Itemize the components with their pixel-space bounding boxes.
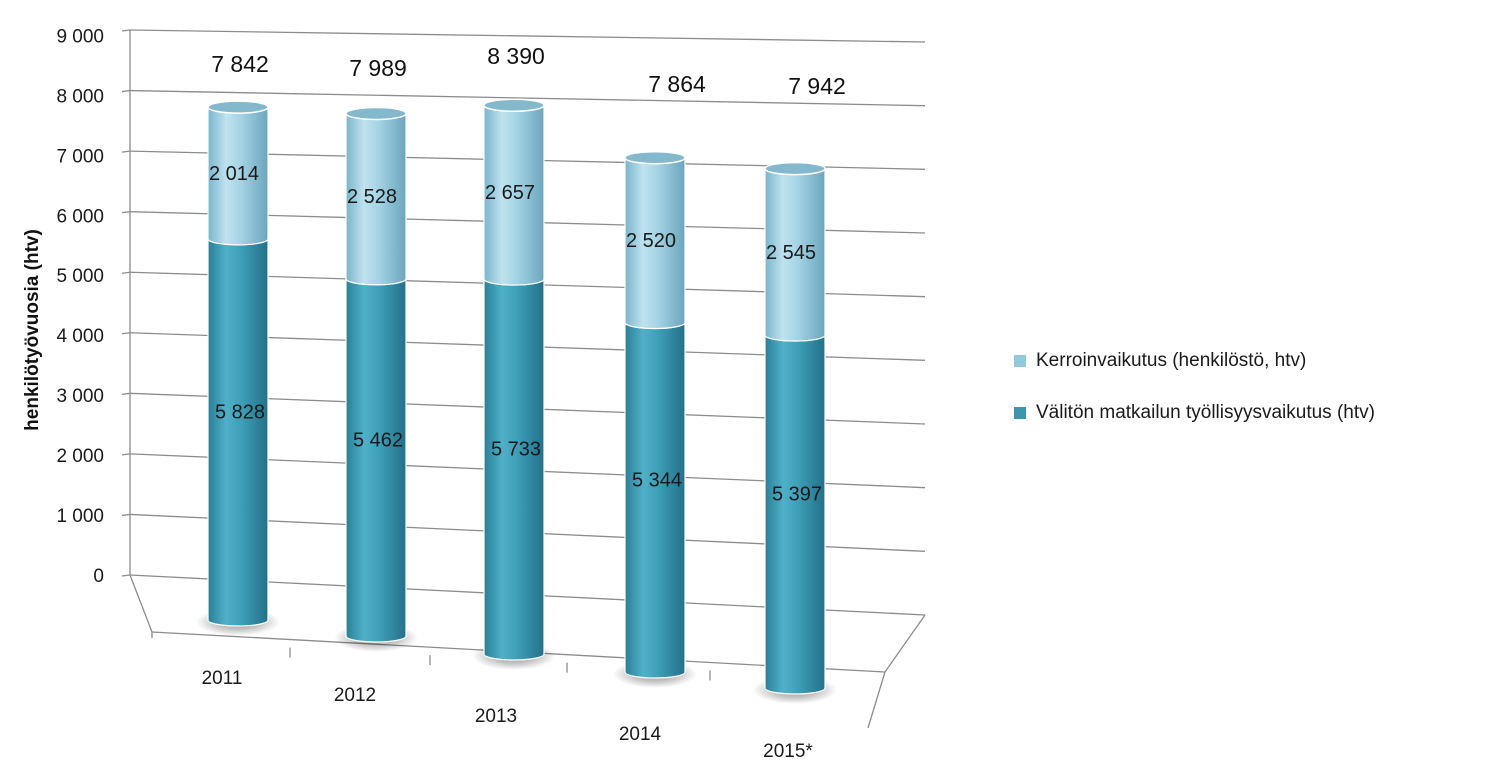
data-label-valiton: 5 397 <box>772 484 822 506</box>
bar-segment-valiton <box>624 322 686 679</box>
gridline <box>129 29 926 43</box>
data-label-valiton: 5 828 <box>215 401 265 423</box>
bar-segment-valiton <box>345 278 407 643</box>
data-label-total: 8 390 <box>487 43 545 69</box>
bar-segment-valiton <box>207 238 269 627</box>
data-label-total: 7 989 <box>349 55 407 81</box>
y-tick-mark <box>121 513 131 517</box>
legend-swatch-valiton <box>1014 407 1026 419</box>
data-label-valiton: 5 462 <box>353 429 403 451</box>
y-tick-mark <box>121 89 131 93</box>
y-tick-label: 6 000 <box>56 206 104 227</box>
data-label-kerroinvaikutus: 2 528 <box>347 186 397 208</box>
y-tick-label: 8 000 <box>56 86 104 107</box>
bar-top-cap <box>483 98 545 113</box>
y-tick-mark <box>121 574 131 577</box>
x-tick-label: 2015* <box>763 741 813 762</box>
y-tick-label: 5 000 <box>56 266 104 287</box>
data-label-kerroinvaikutus: 2 545 <box>766 242 816 264</box>
legend-label-valiton: Välitön matkailun työllisyysvaikutus (ht… <box>1036 402 1375 423</box>
y-tick-mark <box>121 211 131 214</box>
data-label-kerroinvaikutus: 2 657 <box>485 182 535 204</box>
gridline <box>129 89 926 107</box>
legend-swatch-kerroinvaikutus <box>1014 355 1026 367</box>
data-label-valiton: 5 733 <box>491 439 541 461</box>
x-tick-label: 2013 <box>475 706 517 727</box>
y-tick-mark <box>121 453 131 456</box>
x-tick-label: 2014 <box>619 724 662 745</box>
bar-top-cap <box>764 161 826 176</box>
legend: Kerroinvaikutus (henkilöstö, htv) Välitö… <box>1014 345 1375 449</box>
data-label-total: 7 864 <box>648 71 706 97</box>
bar-top-cap <box>624 150 686 165</box>
data-label-valiton: 5 344 <box>632 469 682 491</box>
bar-top-cap <box>345 106 407 121</box>
y-tick-label: 3 000 <box>56 386 104 407</box>
y-axis-title: henkilötyövuosia (htv) <box>22 229 43 431</box>
data-label-total: 7 842 <box>211 51 269 77</box>
y-tick-label: 2 000 <box>56 446 104 467</box>
bar-top-cap <box>207 100 269 114</box>
x-tick-label: 2012 <box>334 685 376 706</box>
bar-segment-valiton <box>764 334 826 695</box>
y-tick-label: 9 000 <box>56 26 104 47</box>
legend-label-kerroinvaikutus: Kerroinvaikutus (henkilöstö, htv) <box>1036 350 1307 371</box>
y-tick-mark <box>121 271 131 274</box>
legend-item-valiton: Välitön matkailun työllisyysvaikutus (ht… <box>1014 397 1375 429</box>
data-label-kerroinvaikutus: 2 014 <box>209 163 259 185</box>
side-wall <box>130 30 150 632</box>
y-tick-mark <box>121 150 131 153</box>
y-tick-mark <box>121 392 131 395</box>
legend-item-kerroinvaikutus: Kerroinvaikutus (henkilöstö, htv) <box>1014 345 1375 377</box>
floor-left-edge <box>129 574 153 633</box>
y-tick-mark <box>121 332 131 335</box>
floor-front-right-edge <box>867 671 886 729</box>
y-tick-label: 7 000 <box>56 146 104 167</box>
y-tick-label: 1 000 <box>56 506 104 527</box>
data-label-kerroinvaikutus: 2 520 <box>626 230 676 252</box>
data-label-total: 7 942 <box>788 73 846 99</box>
x-tick-label: 2011 <box>202 668 243 689</box>
bar-segment-valiton <box>483 278 545 661</box>
y-tick-label: 4 000 <box>56 326 104 347</box>
y-tick-label: 0 <box>93 566 104 587</box>
y-tick-mark <box>121 29 131 32</box>
floor-right-edge <box>884 614 926 673</box>
